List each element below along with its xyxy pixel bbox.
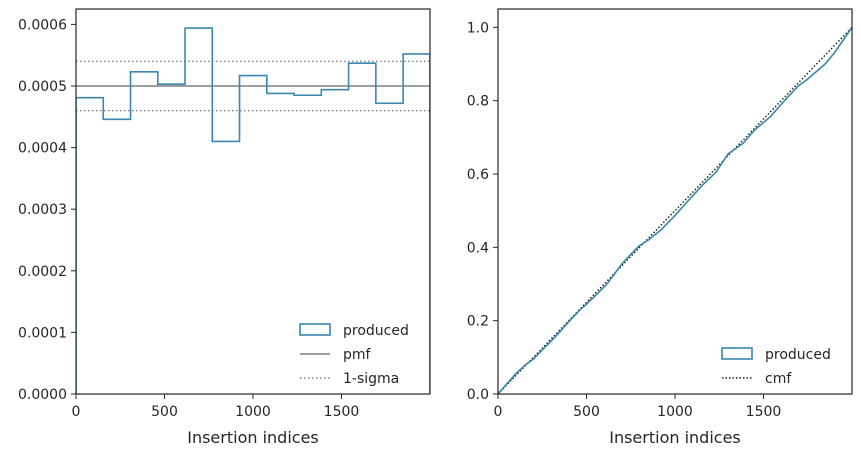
x-tick-label: 500 [151, 404, 178, 420]
y-tick-label: 0.0001 [18, 325, 67, 341]
y-tick-label: 0.0006 [18, 17, 67, 33]
y-tick-label: 0.2 [467, 314, 489, 330]
histogram-step [76, 27, 430, 394]
x-tick-label: 0 [494, 404, 503, 420]
x-tick-label: 500 [573, 404, 600, 420]
legend-label: produced [765, 347, 831, 363]
y-tick-label: 0.0004 [18, 141, 67, 157]
y-tick-label: 0.0002 [18, 264, 67, 280]
x-tick-label: 1000 [657, 404, 693, 420]
legend-label: cmf [765, 371, 792, 387]
y-tick-label: 0.0005 [18, 79, 67, 95]
x-tick-label: 1500 [324, 404, 360, 420]
y-tick-label: 0.0 [467, 387, 489, 403]
x-axis-label: Insertion indices [187, 428, 319, 447]
y-tick-label: 0.8 [467, 94, 489, 110]
produced-line [498, 26, 852, 394]
axes-frame-1 [497, 8, 853, 395]
x-axis-label: Insertion indices [609, 428, 741, 447]
legend-label: produced [343, 323, 409, 339]
y-tick-label: 0.0000 [18, 387, 67, 403]
y-tick-label: 0.4 [467, 240, 489, 256]
x-tick-label: 1500 [746, 404, 782, 420]
y-tick-label: 0.6 [467, 167, 489, 183]
y-tick-label: 0.0003 [18, 202, 67, 218]
cmf-line [498, 26, 852, 394]
plot-area-0 [76, 27, 430, 394]
legend-swatch-produced [299, 323, 331, 336]
y-tick-label: 1.0 [467, 20, 489, 36]
legend-label: 1-sigma [343, 371, 399, 387]
legend-label: pmf [343, 347, 372, 363]
x-tick-label: 1000 [235, 404, 271, 420]
legend-swatch-produced [721, 347, 753, 360]
x-tick-label: 0 [72, 404, 81, 420]
plot-area-1 [498, 26, 852, 394]
